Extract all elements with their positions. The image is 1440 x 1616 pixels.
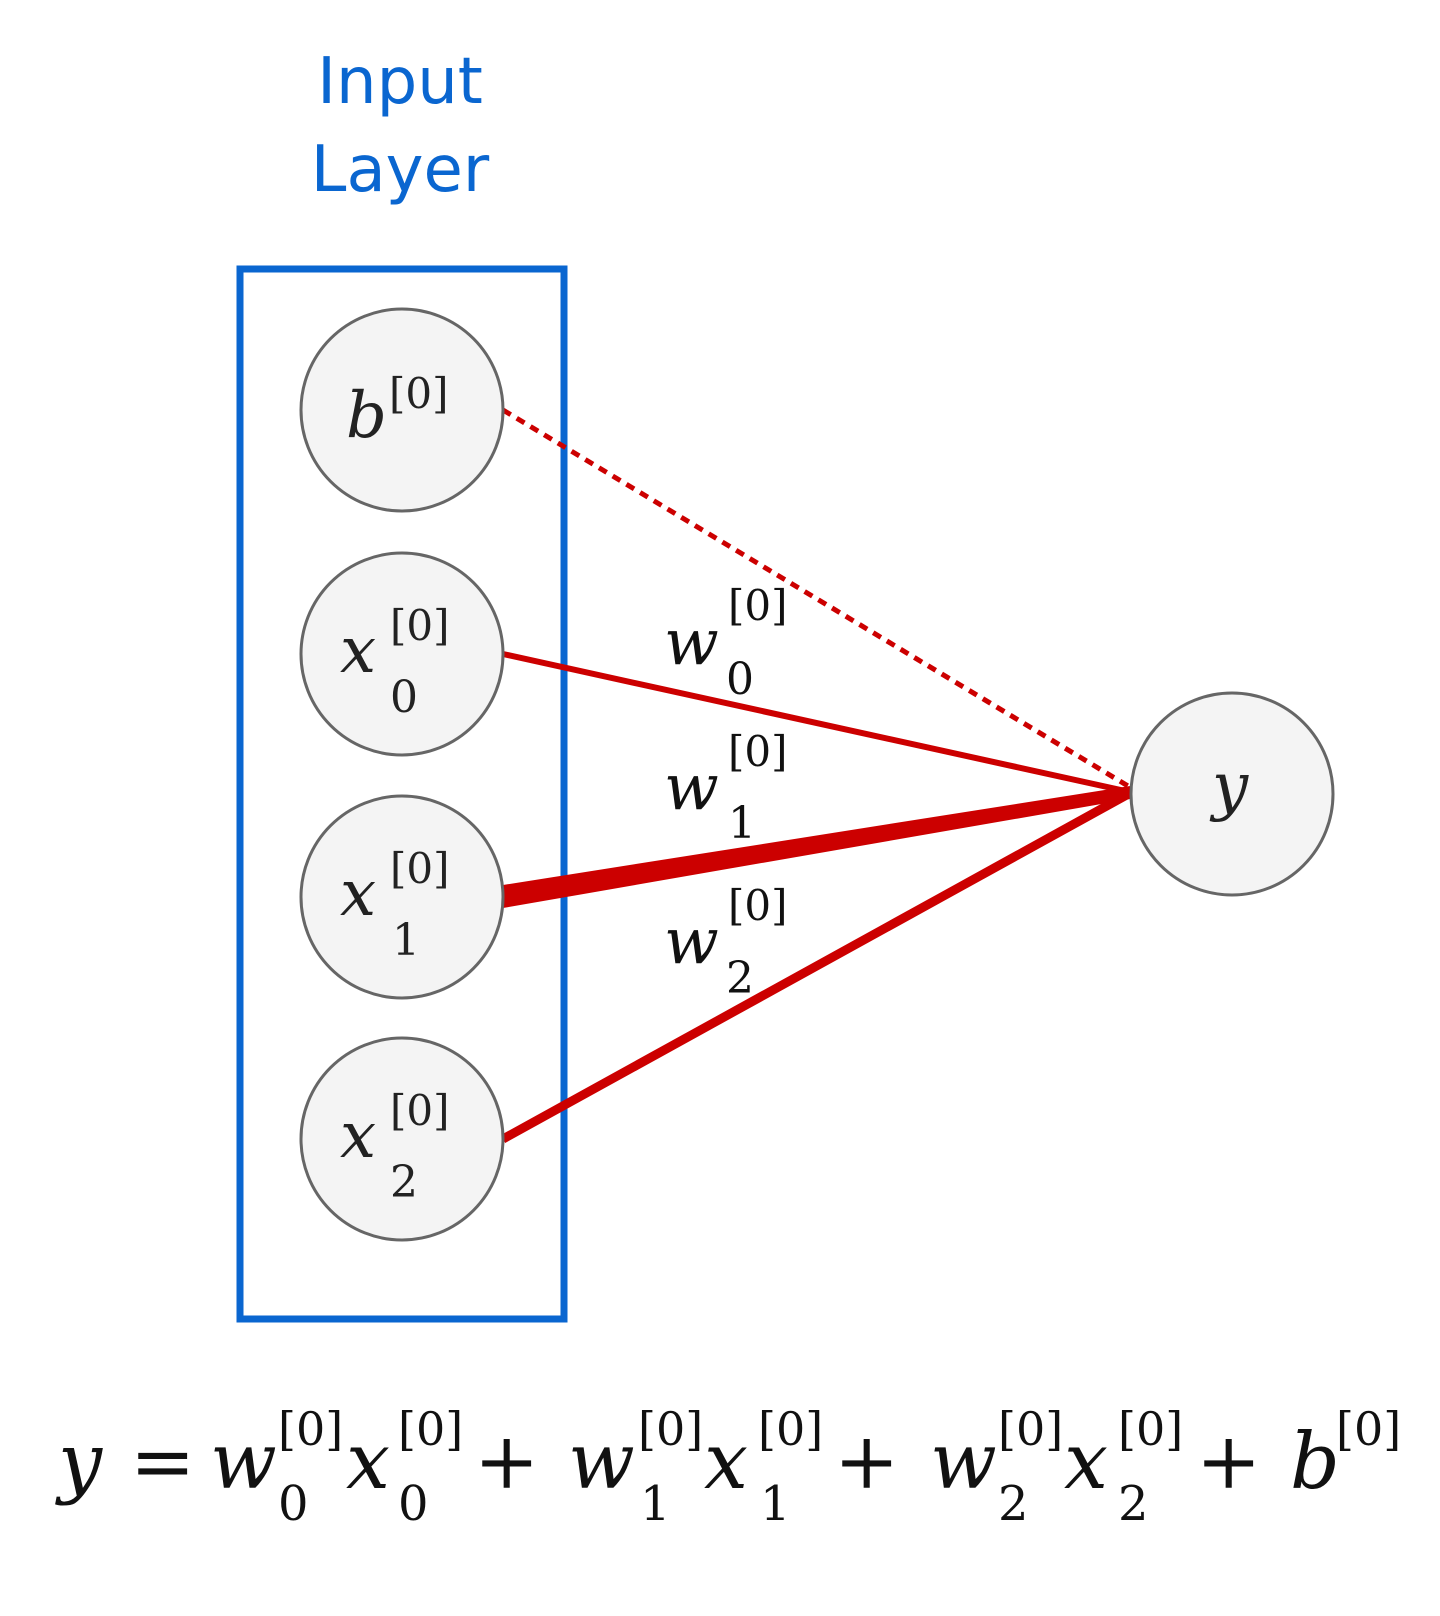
node-bias	[299, 307, 505, 513]
node-x2	[299, 1036, 505, 1242]
node-x2-sup: [0]	[390, 1086, 450, 1135]
node-x1-sup: [0]	[390, 844, 450, 893]
node-x0-label: x	[340, 614, 376, 688]
equation-equals: =	[130, 1417, 195, 1507]
layer-title-line2: Layer	[311, 133, 490, 207]
node-labels: b [0] x [0] 0 x [0] 1 x [0] 2 y	[340, 369, 1249, 1208]
connection-w1	[503, 786, 1130, 908]
equation: y = w [0] 0 x [0] 0 + w [0] 1 x [0] 1 + …	[55, 1402, 1401, 1532]
equation-w2-sup: [0]	[998, 1402, 1063, 1456]
equation-x1: x	[704, 1417, 748, 1507]
node-x1	[299, 794, 505, 1000]
weight-w1-sub: 1	[728, 798, 756, 849]
equation-b: b	[1290, 1417, 1340, 1507]
equation-w0-sup: [0]	[278, 1402, 343, 1456]
equation-b-sup: [0]	[1336, 1402, 1401, 1456]
node-x1-label: x	[340, 857, 376, 931]
equation-plus-1: +	[474, 1417, 539, 1507]
equation-w0: w	[210, 1417, 277, 1507]
node-output-label: y	[1209, 750, 1249, 824]
weight-w1-base: w	[664, 751, 719, 825]
bias-connection	[501, 407, 1130, 789]
node-output	[1129, 691, 1335, 897]
node-x1-sub: 1	[392, 915, 420, 966]
equation-plus-2: +	[834, 1417, 899, 1507]
connection-w0	[502, 651, 1131, 795]
equation-x0-sup: [0]	[398, 1402, 463, 1456]
equation-w1: w	[568, 1417, 635, 1507]
equation-x1-sub: 1	[760, 1476, 791, 1532]
weight-w0-sub: 0	[726, 654, 754, 705]
equation-lhs: y	[55, 1417, 103, 1507]
equation-w2: w	[930, 1417, 997, 1507]
equation-x2-sub: 2	[1118, 1476, 1149, 1532]
node-x2-label: x	[340, 1099, 376, 1173]
weight-w0-sup: [0]	[728, 581, 788, 630]
node-x2-sub: 2	[390, 1157, 418, 1208]
equation-x2: x	[1064, 1417, 1108, 1507]
equation-x0-sub: 0	[398, 1476, 429, 1532]
node-bias-base: b	[346, 379, 387, 453]
weight-w0-base: w	[664, 606, 719, 680]
weight-w2-sub: 2	[726, 953, 754, 1004]
node-x0-sup: [0]	[390, 601, 450, 650]
equation-plus-3: +	[1196, 1417, 1261, 1507]
equation-w0-sub: 0	[278, 1476, 309, 1532]
node-x0	[299, 551, 505, 757]
equation-w1-sup: [0]	[638, 1402, 703, 1456]
weight-labels: w [0] 0 w [0] 1 w [0] 2	[664, 581, 788, 1004]
equation-w1-sub: 1	[640, 1476, 671, 1532]
equation-x0: x	[346, 1417, 390, 1507]
weight-w2-base: w	[664, 905, 719, 979]
input-layer-box	[236, 265, 568, 1323]
node-bias-sup: [0]	[389, 369, 449, 418]
equation-x1-sup: [0]	[758, 1402, 823, 1456]
equation-w2-sub: 2	[998, 1476, 1029, 1532]
layer-title-line1: Input	[317, 45, 483, 119]
equation-x2-sup: [0]	[1118, 1402, 1183, 1456]
node-bias-label: b	[346, 379, 387, 453]
node-x0-sub: 0	[390, 672, 418, 723]
connection-w2	[500, 788, 1135, 1143]
weight-w2-sup: [0]	[728, 881, 788, 930]
weight-w1-sup: [0]	[728, 727, 788, 776]
